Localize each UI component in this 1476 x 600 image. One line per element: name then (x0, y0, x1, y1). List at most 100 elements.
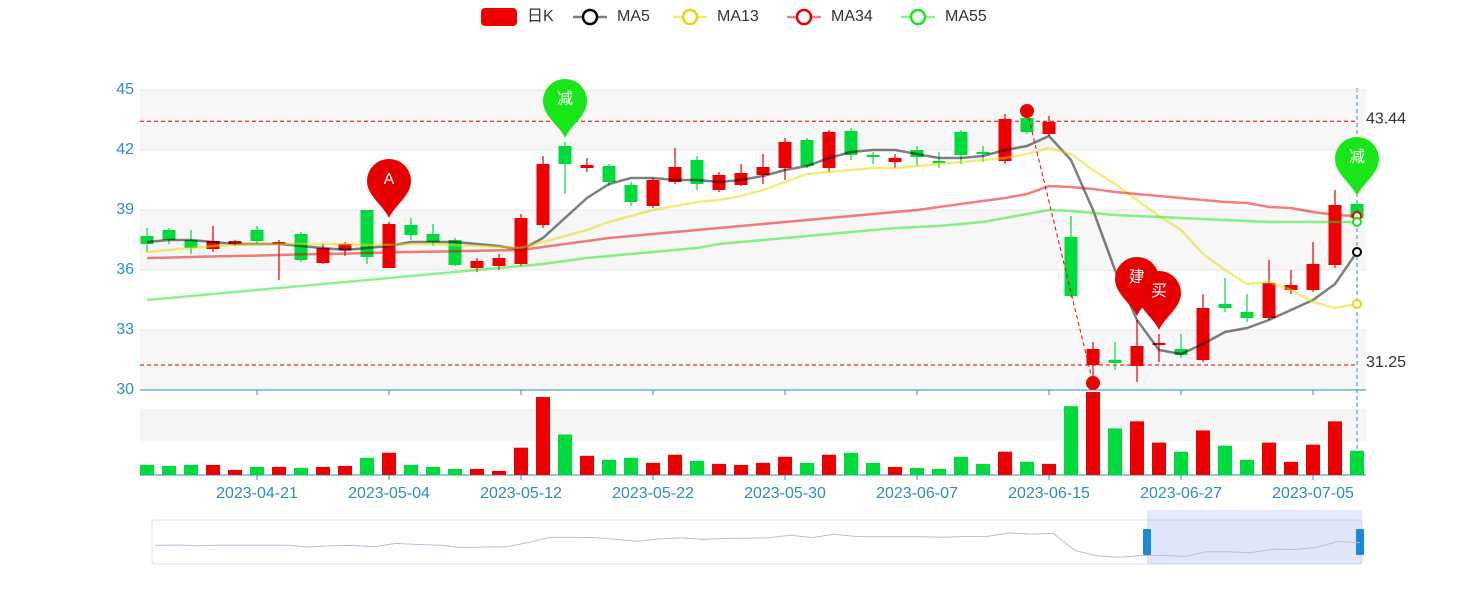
candle-body (1086, 349, 1100, 365)
candle (514, 214, 528, 266)
candle-body (1042, 122, 1056, 134)
ma-end-point (1352, 217, 1362, 227)
candle (1042, 116, 1056, 136)
volume-bar (250, 466, 264, 475)
candle-body (844, 131, 858, 155)
volume-bar (1328, 421, 1342, 475)
volume-bar (338, 465, 352, 475)
legend-item[interactable]: MA34 (787, 8, 873, 26)
candle (1196, 294, 1210, 362)
candle-body (140, 236, 154, 244)
y-tick-label: 33 (116, 321, 134, 338)
data-zoom-sparkline (154, 532, 1361, 558)
max-min-link (1026, 110, 1094, 384)
legend-item[interactable]: MA5 (573, 8, 650, 26)
legend-item[interactable]: 日K (481, 8, 554, 26)
data-zoom-handle[interactable] (1143, 529, 1151, 555)
candle-body (866, 155, 880, 157)
candle (800, 138, 814, 168)
candle (822, 130, 836, 172)
volume-bar (888, 466, 902, 475)
mark-line-label: 31.25 (1366, 354, 1406, 371)
candle-body (184, 240, 198, 248)
x-tick-label: 2023-06-27 (1140, 485, 1222, 502)
background (140, 90, 1366, 441)
legend-swatch (681, 8, 699, 26)
volume-bar (558, 434, 572, 475)
volume-bar (712, 463, 726, 475)
volume-bar (734, 464, 748, 475)
candle-body (954, 132, 968, 155)
volume-bar (1020, 461, 1034, 475)
candle-body (1130, 346, 1144, 366)
volume-bar (1284, 461, 1298, 475)
x-tick-label: 2023-05-12 (480, 485, 562, 502)
legend-item[interactable]: MA13 (673, 8, 759, 26)
candle-body (1064, 237, 1078, 296)
volume-bar (844, 452, 858, 475)
candle (1262, 260, 1276, 320)
volume-bar (668, 454, 682, 475)
volume-bar (536, 397, 550, 475)
candle-body (1306, 264, 1320, 290)
annotation-label: 减 (1349, 148, 1365, 166)
candle (404, 218, 418, 240)
volume-bar (1240, 459, 1254, 475)
volume-bar (206, 464, 220, 475)
candle-body (932, 161, 946, 163)
candle-body (602, 166, 616, 182)
volume-bar (162, 465, 176, 475)
volume-bar (932, 468, 946, 475)
volume-bar (778, 456, 792, 475)
split-area (140, 330, 1366, 390)
candle-body (998, 119, 1012, 161)
y-tick-label: 42 (116, 141, 134, 158)
candle-body (426, 234, 440, 242)
data-zoom-bar[interactable] (1147, 510, 1362, 520)
x-tick-label: 2023-05-04 (348, 485, 430, 502)
candle (734, 164, 748, 186)
legend-label: 日K (527, 8, 554, 25)
split-area (140, 90, 1366, 150)
volume-bar (866, 462, 880, 475)
volume-bar (1064, 406, 1078, 475)
y-tick-label: 36 (116, 261, 134, 278)
legend-swatch (795, 8, 813, 26)
volume-bar (1130, 421, 1144, 475)
candle (646, 178, 660, 208)
volume-bar (602, 459, 616, 475)
candle-body (1108, 360, 1122, 363)
legend-label: MA34 (831, 8, 873, 25)
annotation-label: A (384, 171, 395, 188)
candle-body (888, 158, 902, 162)
candle-body (558, 146, 572, 164)
legend-swatch (909, 8, 927, 26)
ma-line (146, 146, 1358, 310)
volume-bar (470, 468, 484, 475)
volume-bar (690, 460, 704, 475)
annotation-pin (367, 159, 411, 218)
x-tick-label: 2023-06-15 (1008, 485, 1090, 502)
x-tick-label: 2023-05-22 (612, 485, 694, 502)
volume-bar (1152, 442, 1166, 475)
annotation-pin (1137, 271, 1181, 330)
ma-line (146, 208, 1357, 302)
candle (184, 230, 198, 254)
volume-bar (140, 464, 154, 475)
candle (558, 142, 572, 194)
candle-body (338, 244, 352, 250)
data-zoom-window[interactable] (1147, 520, 1362, 564)
volume-bar (382, 452, 396, 475)
candle (1328, 190, 1342, 268)
candle-body (624, 185, 638, 202)
legend-label: MA13 (717, 8, 759, 25)
candle-body (690, 160, 704, 184)
legend-item[interactable]: MA55 (901, 8, 987, 26)
candle-body (1262, 283, 1276, 318)
volume-bar (184, 464, 198, 475)
y-tick-label: 45 (116, 81, 134, 98)
data-zoom-handle[interactable] (1356, 529, 1364, 555)
volume-bar (1042, 463, 1056, 475)
candle-body (316, 248, 330, 263)
